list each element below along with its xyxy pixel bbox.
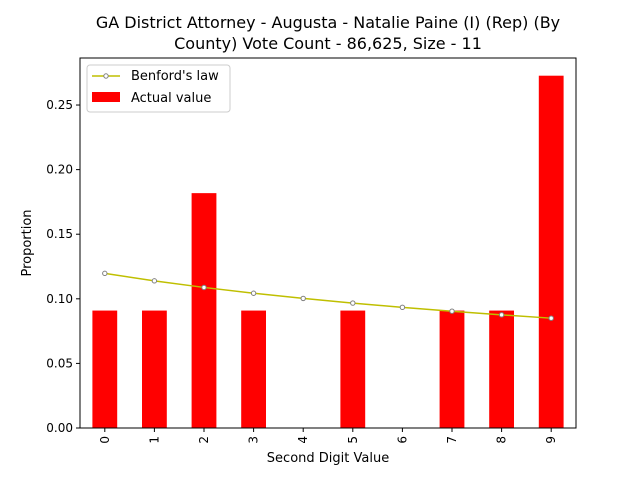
x-tick-label: 1 — [147, 436, 161, 444]
x-tick-label: 4 — [296, 436, 310, 444]
y-tick-label: 0.00 — [46, 421, 73, 435]
y-axis: 0.00 0.05 0.10 0.15 0.20 0.25 — [46, 98, 80, 435]
x-axis: 0 1 2 3 4 5 6 7 8 9 — [98, 428, 558, 444]
legend-benford-marker-swatch — [103, 73, 109, 79]
y-tick-label: 0.25 — [46, 98, 73, 112]
x-tick-label: 8 — [495, 436, 509, 444]
chart-title-line-1: GA District Attorney - Augusta - Natalie… — [96, 13, 560, 32]
benford-point-digit-9 — [548, 315, 554, 321]
bar-digit-7 — [439, 310, 465, 428]
bar-digit-1 — [142, 310, 167, 428]
bar-digit-8 — [489, 310, 514, 428]
x-tick-label: 3 — [247, 436, 261, 444]
y-tick-label: 0.10 — [46, 292, 73, 306]
bar-digit-9 — [538, 75, 564, 428]
benford-line-layer — [102, 270, 554, 321]
benford-point-digit-5 — [350, 300, 356, 306]
legend-actual-bar-swatch — [92, 92, 120, 102]
chart-title-line-2: County) Vote Count - 86,625, Size - 11 — [174, 34, 482, 53]
legend: Benford's law Actual value — [86, 64, 231, 113]
benford-point-digit-1 — [151, 278, 158, 284]
x-tick-label: 0 — [98, 436, 112, 444]
x-tick-label: 6 — [395, 436, 409, 444]
legend-actual-label: Actual value — [131, 91, 211, 106]
x-tick-label: 5 — [346, 436, 360, 444]
benford-point-digit-6 — [399, 304, 406, 311]
benford-point-digit-2 — [201, 284, 207, 291]
x-tick-label: 2 — [197, 436, 211, 444]
plot-frame — [79, 57, 577, 429]
benford-point-digit-7 — [449, 308, 455, 314]
x-axis-label: Second Digit Value — [267, 451, 389, 466]
bar-digit-0 — [92, 310, 118, 428]
y-tick-label: 0.05 — [46, 356, 73, 370]
benford-point-digit-0 — [102, 270, 108, 277]
bar-digit-3 — [241, 310, 266, 428]
x-tick-label: 7 — [445, 436, 459, 444]
x-tick-label: 9 — [544, 436, 558, 444]
legend-box — [86, 64, 231, 113]
y-tick-label: 0.15 — [46, 227, 73, 241]
benford-point-digit-8 — [498, 312, 505, 318]
y-axis-label: Proportion — [20, 209, 35, 276]
bar-digit-2 — [191, 193, 217, 428]
benford-point-digit-3 — [250, 290, 257, 296]
legend-benford-label: Benford's law — [131, 69, 219, 84]
y-tick-label: 0.20 — [46, 163, 73, 177]
benford-line — [104, 272, 552, 319]
benford-point-digit-4 — [300, 295, 306, 302]
bar-digit-5 — [340, 310, 366, 428]
bars-layer — [92, 75, 564, 428]
